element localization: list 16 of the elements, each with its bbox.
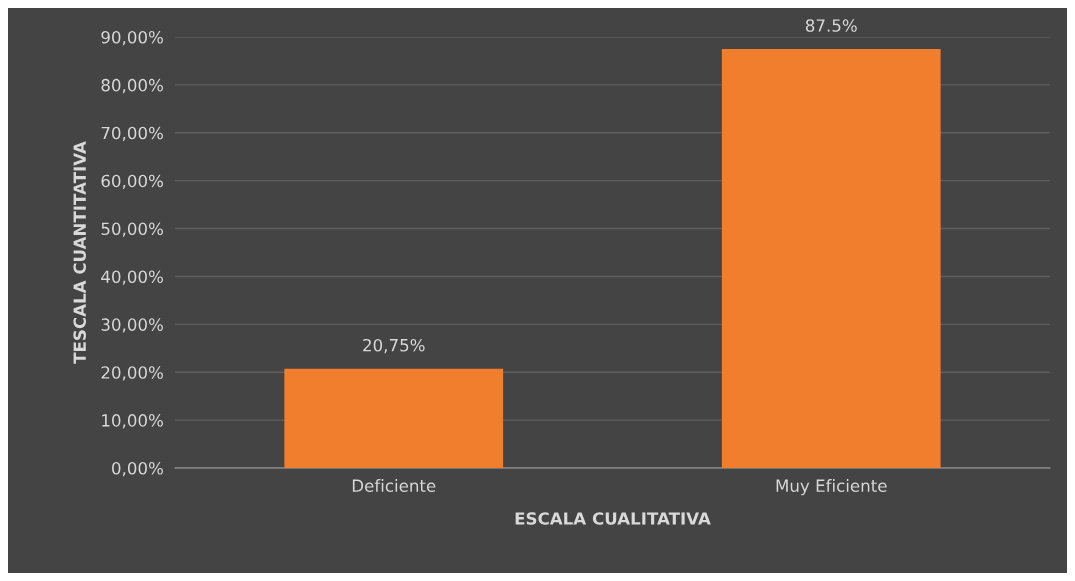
- y-tick-label: 70,00%: [101, 126, 163, 142]
- y-tick-label: 10,00%: [102, 414, 163, 429]
- y-tick-label: 90,00%: [101, 30, 163, 46]
- x-axis-title: ESCALA CUALITATIVA: [515, 512, 711, 525]
- y-tick-label: 50,00%: [101, 222, 163, 237]
- data-label: 87.5%: [805, 19, 857, 32]
- y-tick-label: 20,00%: [101, 366, 163, 381]
- data-label: 20,75%: [363, 338, 425, 354]
- x-tick-label: Muy Eficiente: [776, 479, 887, 496]
- y-tick-label: 30,00%: [101, 318, 163, 333]
- y-tick-label: 60,00%: [101, 174, 163, 189]
- y-axis-title: TESCALA CUANTITATIVA: [73, 141, 86, 364]
- x-tick-label: Deficiente: [352, 479, 436, 493]
- y-tick-label: 40,00%: [101, 270, 163, 285]
- y-tick-label: 0,00%: [112, 461, 163, 477]
- y-tick-label: 80,00%: [101, 78, 163, 94]
